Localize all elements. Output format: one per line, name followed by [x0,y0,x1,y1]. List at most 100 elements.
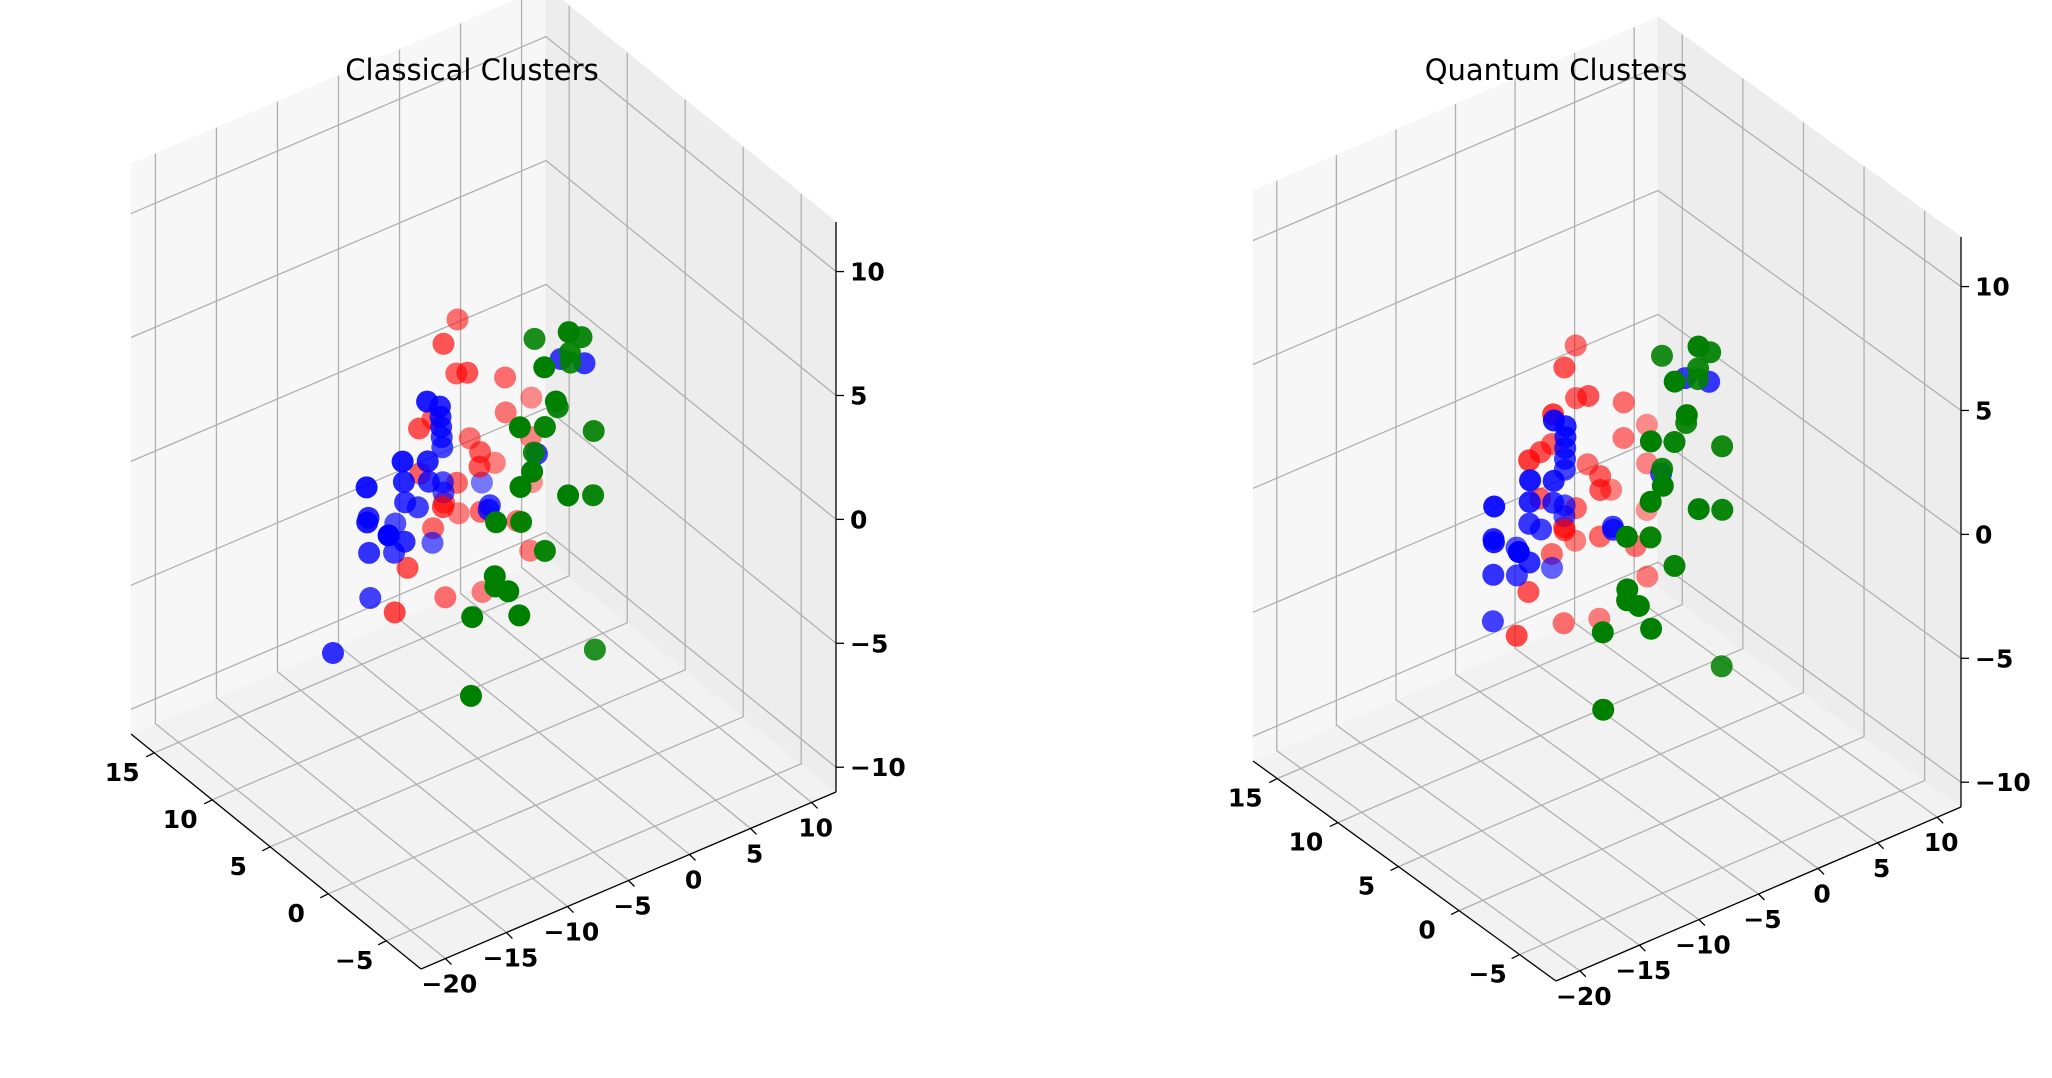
scatter-point [356,511,379,534]
z-tick-label: −5 [850,629,888,658]
scatter-point [557,321,580,344]
y-tick-label: 10 [798,813,833,842]
scatter-point [322,642,344,664]
y-gridline [276,101,568,908]
z-gridline [1252,189,1962,412]
scatter-point [522,441,545,464]
y-gridline [1514,78,1819,869]
x-axis-line [1252,760,1557,982]
z-gridline [130,531,837,768]
scatter-point [509,476,532,498]
scatter-point [1481,610,1504,633]
x-gridline [385,193,802,942]
z-tick-label: 0 [850,505,867,534]
y-tick-label: 5 [746,839,763,868]
y-tick-label: 0 [1813,879,1830,908]
z-tick-label: 10 [850,258,885,287]
scatter-point [355,476,378,499]
scatter-point [1651,474,1674,497]
scatter-point [1639,430,1662,453]
x-tick-label: −5 [1468,960,1506,989]
y-gridline [1276,180,1581,972]
x-gridline [153,5,570,754]
scatter-point [1483,495,1506,518]
scatter-point [1553,356,1576,379]
x-tick-label: 0 [287,899,304,928]
scatter-point [1616,578,1639,601]
scatter-point [1542,469,1565,492]
chart-title: Classical Clusters [345,53,598,87]
z-gridline [130,35,837,273]
scatter-point [582,484,605,507]
y-tick-mark [1936,816,1944,824]
x-gridline [1337,78,1744,824]
y-tick-label: −10 [544,918,600,947]
scatter-point [421,531,444,554]
y-tick-mark [1817,867,1825,875]
x-gridline [327,146,744,895]
y-tick-label: −20 [1556,982,1612,1011]
scatter-point [1687,498,1710,521]
x-tick-mark [203,799,213,805]
x-tick-mark [319,893,329,899]
y-tick-mark [628,880,635,887]
scatter-point [533,356,556,379]
scatter-point [394,491,417,514]
scatter-point [485,511,508,534]
quantum-clusters-plot: Quantum Clusters −5051015−20−15−10−50510… [1228,16,2031,1011]
scatter-point [1592,698,1615,721]
y-gridline [1454,104,1759,895]
scatter-point [1710,655,1733,678]
scatter-point [520,386,543,409]
scatter-point [1552,612,1575,635]
y-tick-mark [1877,842,1885,850]
scatter-point [1542,491,1565,514]
chart-title: Quantum Clusters [1425,53,1688,87]
y-gridline [1335,155,1640,946]
y-tick-mark [1758,893,1765,901]
y-gridline [154,153,446,960]
x-tick-mark [145,752,155,758]
z-gridline [1252,313,1962,535]
y-tick-label: 0 [685,865,702,894]
y-tick-label: −5 [613,892,651,921]
scatter-point [483,565,506,588]
scatter-point [1612,391,1635,414]
scatter-point [494,401,517,424]
scatter-point [391,450,414,473]
scatter-point [1564,334,1587,357]
scatter-point [1663,370,1686,393]
x-tick-mark [261,846,271,852]
z-gridline [130,159,837,396]
scatter-point [416,390,439,413]
scatter-point [431,496,454,519]
y-tick-label: −5 [1743,905,1781,934]
y-tick-label: −15 [1616,956,1672,985]
z-tick-label: −10 [1975,768,2031,797]
scatter-point [461,606,484,629]
scatter-point [1615,525,1638,548]
scatter-point [396,556,419,579]
scatter-point [533,539,556,562]
y-tick-mark [567,906,574,913]
scatter-point [1663,431,1686,453]
x-tick-label: 15 [1228,784,1263,813]
y-tick-label: 5 [1873,854,1890,883]
x-tick-label: −5 [335,946,373,975]
scatter-point [1542,409,1565,432]
scatter-point [1687,335,1710,358]
x-gridline [269,99,686,848]
scatter-point [446,308,469,331]
scatter-point [460,684,482,707]
x-tick-label: 5 [1358,872,1375,901]
scatter-point [1635,413,1658,436]
x-tick-label: 5 [229,852,246,881]
scatter-point [582,420,605,442]
x-axis-line [130,733,422,970]
scatter-point [1711,498,1734,521]
y-tick-label: −20 [422,970,478,999]
x-tick-mark [1511,954,1520,960]
axes-panes [1251,16,1963,982]
scatter-point [1589,479,1612,501]
